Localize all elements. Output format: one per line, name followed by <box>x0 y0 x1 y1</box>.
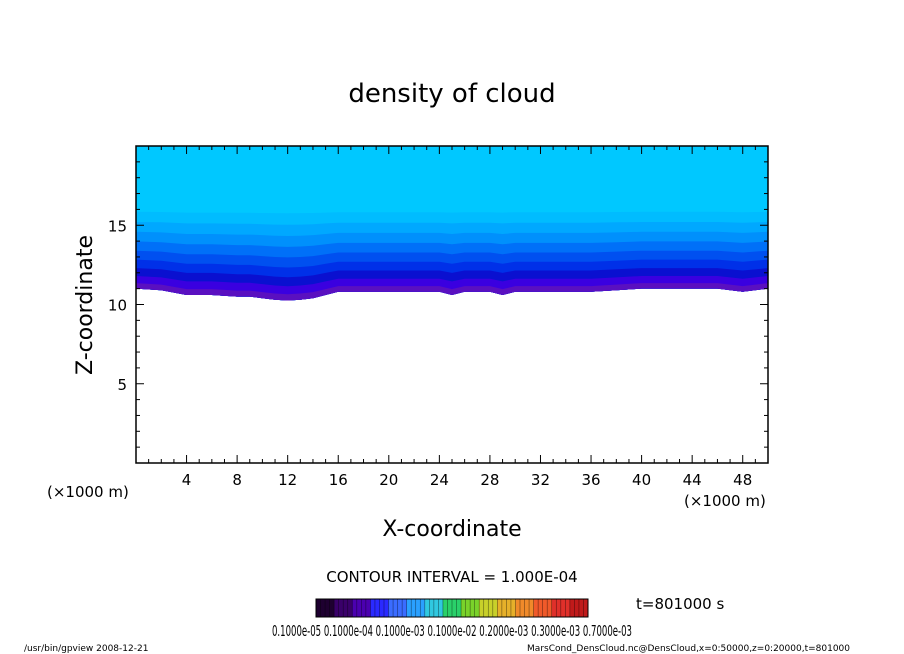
y-tick-label: 5 <box>117 376 127 394</box>
x-axis-label: X-coordinate <box>382 517 521 542</box>
cloud-field <box>136 146 768 301</box>
x-tick-label: 16 <box>329 471 348 489</box>
contour-interval: CONTOUR INTERVAL = 1.000E-04 <box>326 568 577 586</box>
x-tick-label: 32 <box>531 471 550 489</box>
colorbar-frame <box>315 598 589 618</box>
y-tick-label: 15 <box>108 217 127 235</box>
chart-title: density of cloud <box>348 79 555 109</box>
y-axis-label: Z-coordinate <box>73 235 98 375</box>
y-axis-unit: (×1000 m) <box>47 483 129 501</box>
x-tick-label: 28 <box>480 471 499 489</box>
x-tick-label: 12 <box>278 471 297 489</box>
x-tick-label: 8 <box>232 471 242 489</box>
x-axis-unit: (×1000 m) <box>684 492 766 510</box>
footer-right: MarsCond_DensCloud.nc@DensCloud,x=0:5000… <box>527 644 850 654</box>
x-tick-label: 24 <box>430 471 449 489</box>
x-axis: 4 8 12 16 20 24 28 32 36 40 44 48 <box>148 146 756 489</box>
time-label: t=801000 s <box>636 595 724 613</box>
cloud-band <box>136 283 768 301</box>
y-tick-label: 10 <box>108 297 127 315</box>
colorbar-labels: 0.1000e-05 0.1000e-04 0.1000e-03 0.1000e… <box>272 622 632 640</box>
x-tick-label: 20 <box>379 471 398 489</box>
x-tick-label: 48 <box>733 471 752 489</box>
y-axis: 5 10 15 <box>108 161 768 448</box>
colorbar <box>315 599 589 617</box>
x-tick-label: 44 <box>683 471 702 489</box>
x-tick-label: 40 <box>632 471 651 489</box>
x-tick-label: 4 <box>182 471 192 489</box>
footer-left: /usr/bin/gpview 2008-12-21 <box>24 644 148 654</box>
x-tick-label: 36 <box>581 471 600 489</box>
